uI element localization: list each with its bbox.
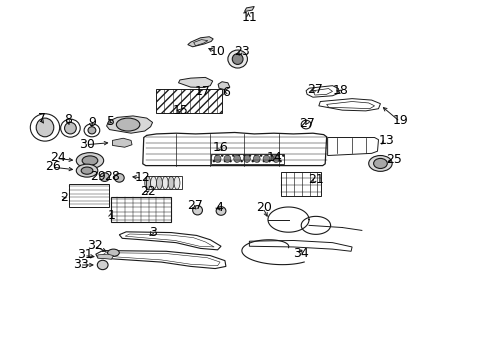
- Text: 9: 9: [88, 116, 96, 129]
- Bar: [211, 154, 283, 164]
- Polygon shape: [218, 82, 229, 90]
- Bar: [111, 197, 171, 222]
- Text: 15: 15: [173, 104, 188, 117]
- Polygon shape: [244, 6, 254, 12]
- Text: 26: 26: [45, 160, 61, 173]
- Text: 20: 20: [256, 201, 271, 214]
- Ellipse shape: [82, 156, 98, 165]
- Ellipse shape: [174, 176, 180, 189]
- Text: 27: 27: [299, 117, 314, 130]
- Text: 28: 28: [104, 170, 120, 183]
- Text: 23: 23: [233, 45, 249, 58]
- Polygon shape: [187, 37, 213, 47]
- Text: 16: 16: [213, 141, 228, 154]
- Text: 14: 14: [266, 151, 282, 164]
- Ellipse shape: [368, 156, 391, 171]
- Bar: [156, 89, 222, 113]
- Ellipse shape: [263, 155, 269, 162]
- Ellipse shape: [30, 114, 60, 141]
- Ellipse shape: [232, 54, 243, 64]
- Ellipse shape: [233, 155, 240, 162]
- Text: 4: 4: [215, 201, 223, 214]
- Text: 30: 30: [79, 138, 95, 150]
- Text: 7: 7: [38, 112, 45, 125]
- Ellipse shape: [36, 118, 54, 137]
- Ellipse shape: [224, 155, 230, 162]
- Ellipse shape: [100, 173, 109, 181]
- Text: 8: 8: [64, 113, 72, 126]
- Ellipse shape: [301, 120, 310, 129]
- Text: 10: 10: [209, 45, 224, 58]
- Ellipse shape: [64, 122, 76, 134]
- Polygon shape: [112, 138, 132, 147]
- Ellipse shape: [144, 176, 150, 189]
- Ellipse shape: [97, 260, 108, 270]
- Text: 34: 34: [293, 247, 308, 260]
- Polygon shape: [98, 254, 113, 259]
- Ellipse shape: [227, 50, 247, 68]
- Ellipse shape: [150, 176, 156, 189]
- Text: 1: 1: [107, 209, 115, 222]
- Text: 18: 18: [332, 84, 347, 97]
- Text: 33: 33: [73, 258, 88, 271]
- Polygon shape: [106, 116, 152, 133]
- Text: 32: 32: [87, 239, 102, 252]
- Ellipse shape: [107, 249, 119, 256]
- Text: 19: 19: [392, 114, 408, 127]
- Text: 31: 31: [77, 248, 93, 261]
- Text: 11: 11: [241, 11, 257, 24]
- Text: 21: 21: [307, 173, 323, 186]
- Ellipse shape: [84, 124, 100, 137]
- Ellipse shape: [243, 155, 250, 162]
- Bar: [145, 176, 182, 189]
- Ellipse shape: [214, 155, 221, 162]
- Ellipse shape: [272, 155, 279, 162]
- Text: 27: 27: [186, 199, 202, 212]
- Text: 27: 27: [306, 83, 322, 96]
- Text: 29: 29: [90, 170, 105, 183]
- Ellipse shape: [116, 118, 140, 131]
- Ellipse shape: [61, 119, 80, 137]
- Text: 24: 24: [50, 151, 65, 164]
- Bar: [280, 172, 320, 196]
- Ellipse shape: [168, 176, 174, 189]
- Ellipse shape: [88, 127, 96, 134]
- Text: 12: 12: [135, 171, 150, 184]
- Ellipse shape: [76, 153, 103, 168]
- Text: 22: 22: [140, 185, 155, 198]
- Bar: [69, 184, 108, 207]
- Text: 2: 2: [61, 191, 68, 204]
- Ellipse shape: [373, 158, 386, 168]
- Ellipse shape: [253, 155, 260, 162]
- Text: 25: 25: [386, 153, 401, 166]
- Text: 17: 17: [195, 85, 210, 98]
- Polygon shape: [178, 77, 212, 87]
- Ellipse shape: [192, 206, 202, 215]
- Ellipse shape: [216, 207, 225, 215]
- Ellipse shape: [156, 176, 162, 189]
- Ellipse shape: [114, 174, 124, 182]
- Text: 13: 13: [378, 134, 393, 147]
- Text: 5: 5: [107, 115, 115, 128]
- Ellipse shape: [162, 176, 168, 189]
- Text: 3: 3: [148, 226, 156, 239]
- Ellipse shape: [81, 167, 93, 174]
- Text: 6: 6: [222, 86, 229, 99]
- Ellipse shape: [76, 164, 98, 177]
